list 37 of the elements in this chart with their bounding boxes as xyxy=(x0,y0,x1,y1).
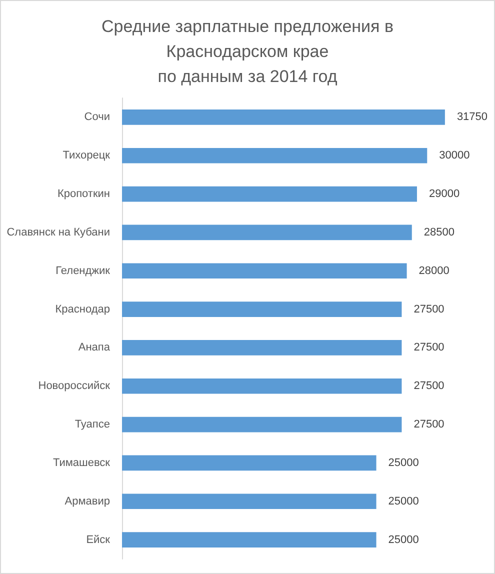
data-label: 28500 xyxy=(424,226,454,238)
bar xyxy=(122,494,376,510)
bar xyxy=(122,416,402,432)
data-label: 30000 xyxy=(439,150,470,162)
data-label: 25000 xyxy=(388,534,419,546)
bar xyxy=(122,340,402,356)
data-label: 25000 xyxy=(388,495,419,508)
y-tick-label: Тимашевск xyxy=(52,456,110,469)
data-label: 27500 xyxy=(414,418,444,431)
bar xyxy=(122,110,445,125)
bar xyxy=(122,224,412,240)
bar xyxy=(122,302,402,317)
bar xyxy=(122,378,402,394)
y-tick-label: Новороссийск xyxy=(38,380,110,392)
bar xyxy=(122,455,376,471)
bar xyxy=(122,532,376,548)
data-label: 27500 xyxy=(414,342,444,354)
data-label: 31750 xyxy=(456,111,488,124)
bar xyxy=(122,263,407,279)
chart-title: Средние зарплатные предложения в Краснодарском крае по данным за 2014 год xyxy=(102,17,394,86)
y-tick-label: Анапа xyxy=(78,342,111,354)
y-tick-label: Краснодар xyxy=(55,303,110,316)
data-label: 25000 xyxy=(388,456,419,469)
data-label: 29000 xyxy=(428,188,460,200)
y-tick-label: Армавир xyxy=(64,495,110,508)
y-tick-label: Туапсе xyxy=(74,418,110,431)
y-tick-label: Геленджик xyxy=(56,264,110,277)
data-label: 27500 xyxy=(414,303,444,316)
y-tick-label: Славянск на Кубани xyxy=(6,226,110,238)
y-tick-label: Кропоткин xyxy=(57,188,110,200)
bar xyxy=(122,186,417,202)
data-label: 28000 xyxy=(418,264,450,277)
data-label: 27500 xyxy=(414,380,444,392)
y-tick-label: Сочи xyxy=(84,111,110,124)
y-tick-label: Тихорецк xyxy=(62,150,110,162)
y-tick-label: Ейск xyxy=(86,534,110,546)
bar xyxy=(122,148,428,164)
